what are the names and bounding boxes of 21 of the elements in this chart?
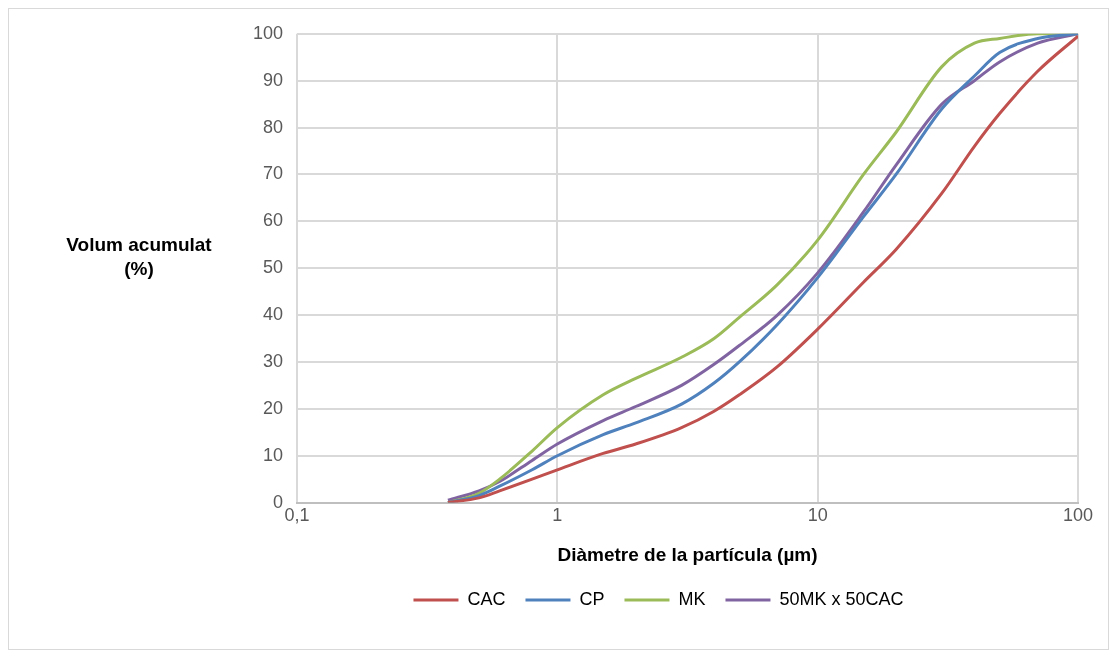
- y-axis-title: Volum acumulat (%): [66, 234, 213, 280]
- y-tick-label: 60: [263, 210, 284, 231]
- x-tick-label: 1: [552, 505, 563, 526]
- y-tick-label: 40: [263, 304, 284, 325]
- legend-label: CP: [579, 588, 605, 609]
- y-tick-label: 70: [263, 163, 284, 184]
- y-tick-label: 20: [263, 397, 284, 418]
- x-tick-label: 0,1: [284, 505, 310, 526]
- y-tick-label: 30: [263, 350, 284, 371]
- legend-label: CAC: [467, 588, 506, 609]
- y-tick-label: 80: [263, 116, 284, 137]
- y-tick-label: 100: [252, 22, 284, 43]
- x-axis-title: Diàmetre de la partícula (µm): [557, 543, 818, 565]
- x-tick-label: 100: [1062, 505, 1094, 526]
- x-tick-label: 10: [807, 505, 828, 526]
- legend-label: MK: [678, 588, 706, 609]
- y-tick-label: 0: [273, 491, 284, 512]
- y-tick-label: 10: [263, 444, 284, 465]
- y-tick-label: 50: [263, 257, 284, 278]
- y-tick-label: 90: [263, 69, 284, 90]
- legend-label: 50MK x 50CAC: [779, 588, 904, 609]
